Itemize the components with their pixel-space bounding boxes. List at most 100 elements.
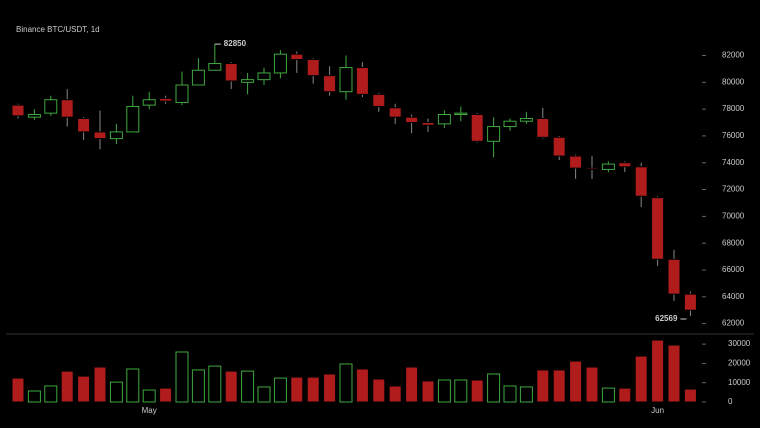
volume-bar [405, 366, 419, 403]
chart-title: Binance BTC/USDT, 1d [16, 25, 100, 34]
volume-bar [191, 369, 205, 403]
volume-bar [27, 390, 41, 403]
y-tick-label: 80000 [722, 77, 745, 86]
candle-body [175, 84, 189, 103]
candle-body [487, 126, 501, 142]
candle-body [536, 118, 550, 138]
volume-tick-label: 30000 [728, 339, 751, 348]
y-tick-label: 78000 [722, 104, 745, 113]
x-tick-label: Jun [651, 406, 664, 415]
candle-body [11, 104, 25, 117]
volume-bar [109, 381, 123, 403]
low-label: 62569 [655, 314, 678, 323]
volume-bar [372, 378, 386, 403]
y-tick-label: 64000 [722, 292, 745, 301]
volume-bar [93, 366, 107, 403]
volume-bar [519, 386, 533, 403]
candle-body [93, 131, 107, 140]
volume-bar [437, 379, 451, 403]
volume-bar [618, 387, 632, 403]
volume-bar [487, 373, 501, 403]
volume-tick-label: 10000 [728, 378, 751, 387]
volume-bar [142, 389, 156, 403]
y-tick-label: 72000 [722, 185, 745, 194]
candle-body [273, 53, 287, 74]
volume-bar [126, 368, 140, 403]
candle-body [421, 122, 435, 126]
candle-body [109, 131, 123, 140]
candle-body [569, 155, 583, 169]
volume-bar [241, 370, 255, 403]
volume-bar [355, 368, 369, 403]
y-tick-label: 68000 [722, 238, 745, 247]
candle-body [405, 116, 419, 124]
candle-body [683, 293, 697, 311]
candle-body [651, 197, 665, 260]
candle-body [27, 113, 41, 118]
candle-body [126, 105, 140, 133]
volume-bar [683, 388, 697, 403]
volume-tick-label: 20000 [728, 358, 751, 367]
volume-bar [77, 375, 91, 403]
candle-body [519, 118, 533, 122]
high-label: 82850 [224, 39, 247, 48]
volume-bar [470, 379, 484, 403]
volume-bar [339, 363, 353, 403]
volume-bar [388, 385, 402, 403]
candle-body [257, 72, 271, 81]
candle-body [339, 67, 353, 93]
volume-bar [257, 386, 271, 403]
volume-bar [44, 385, 58, 403]
volume-bar [667, 344, 681, 403]
candle-body [667, 258, 681, 295]
candle-body [191, 69, 205, 86]
volume-bar [60, 370, 74, 403]
y-tick-label: 74000 [722, 158, 745, 167]
y-tick-label: 62000 [722, 319, 745, 328]
candle-body [618, 162, 632, 168]
candle-body [60, 99, 74, 118]
candle-body [77, 118, 91, 133]
volume-bar [503, 385, 517, 403]
volume-bar [552, 369, 566, 403]
volume-bar [208, 365, 222, 403]
candle-body [552, 136, 566, 157]
candle-body [224, 63, 238, 82]
candle-body [470, 113, 484, 142]
candle-body [388, 107, 402, 118]
candle-body [159, 97, 173, 102]
candle-body [241, 79, 255, 83]
candle-body [454, 112, 468, 115]
candle-body [323, 75, 337, 93]
volume-bar [601, 387, 615, 403]
y-tick-label: 82000 [722, 51, 745, 60]
candle-body [306, 59, 320, 77]
volume-bar [585, 366, 599, 403]
candle-body [142, 99, 156, 106]
volume-bar [421, 380, 435, 403]
candle-body [437, 113, 451, 125]
candle-body [601, 163, 615, 170]
volume-bar [536, 369, 550, 403]
candle-body [503, 120, 517, 128]
y-tick-label: 76000 [722, 131, 745, 140]
candle-body [208, 63, 222, 71]
volume-bar [290, 376, 304, 403]
volume-bar [273, 377, 287, 403]
volume-bar [651, 339, 665, 403]
candle-body [634, 166, 648, 197]
candle-body [585, 167, 599, 170]
volume-bar [323, 373, 337, 403]
volume-bar [306, 376, 320, 403]
volume-bar [159, 387, 173, 403]
y-tick-label: 66000 [722, 265, 745, 274]
volume-bar [569, 360, 583, 403]
volume-bar [11, 377, 25, 403]
volume-tick-label: 0 [728, 397, 733, 406]
candle-body [355, 67, 369, 95]
volume-bar [224, 370, 238, 403]
volume-bar [175, 351, 189, 403]
